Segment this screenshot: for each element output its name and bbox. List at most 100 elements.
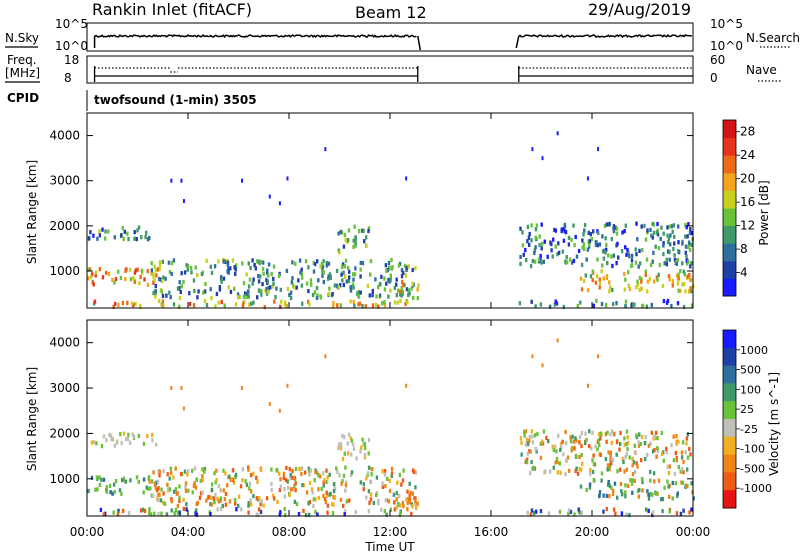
scatter-cell bbox=[605, 274, 609, 279]
y-tick-label: 3000 bbox=[49, 381, 80, 395]
scatter-cell bbox=[403, 263, 407, 268]
scatter-cell bbox=[359, 449, 362, 454]
scatter-cell bbox=[524, 248, 527, 253]
scatter-cell bbox=[242, 294, 246, 299]
scatter-cell bbox=[598, 285, 601, 290]
scatter-cell bbox=[284, 302, 287, 307]
scatter-cell bbox=[237, 503, 240, 508]
x-tick-label: 12:00 bbox=[373, 525, 408, 539]
scatter-cell bbox=[196, 273, 199, 278]
x-tick-label: 00:00 bbox=[676, 525, 711, 539]
scatter-cell bbox=[399, 298, 402, 303]
scatter-cell bbox=[103, 236, 107, 241]
scatter-cell bbox=[603, 223, 607, 229]
scatter-cell bbox=[652, 250, 655, 255]
cpid-program: twofsound (1-min) 3505 bbox=[94, 93, 257, 107]
scatter-cell bbox=[657, 246, 661, 251]
scatter-cell bbox=[395, 277, 398, 282]
scatter-cell bbox=[655, 430, 658, 435]
scatter-cell bbox=[322, 483, 325, 488]
scatter-cell bbox=[615, 261, 618, 266]
scatter-cell bbox=[638, 487, 641, 493]
velocity-colorbar-label: Velocity [m s^-1] bbox=[767, 372, 781, 476]
scatter-cell bbox=[677, 248, 680, 254]
scatter-cell bbox=[641, 248, 644, 253]
scatter-cell bbox=[342, 503, 345, 508]
scatter-cell bbox=[194, 265, 197, 270]
scatter-cell bbox=[247, 294, 250, 299]
scatter-cell bbox=[176, 491, 179, 496]
scatter-cell bbox=[592, 453, 595, 458]
scatter-cell bbox=[321, 267, 324, 272]
scatter-cell bbox=[383, 469, 387, 474]
scatter-cell bbox=[293, 285, 296, 290]
scatter-cell bbox=[534, 245, 537, 250]
scatter-cell bbox=[307, 501, 310, 506]
scatter-cell bbox=[588, 242, 591, 247]
velocity-colorbar-tick-label: -1000 bbox=[740, 482, 772, 495]
scatter-cell bbox=[203, 299, 207, 304]
scatter-cell bbox=[530, 238, 533, 243]
scatter-cell bbox=[345, 279, 348, 284]
scatter-cell bbox=[414, 266, 417, 271]
scatter-cell bbox=[178, 280, 181, 285]
scatter-cell bbox=[274, 295, 277, 300]
scatter-cell bbox=[229, 289, 233, 294]
scatter-cell bbox=[520, 440, 523, 445]
scatter-cell bbox=[416, 287, 419, 292]
scatter-cell bbox=[203, 469, 206, 474]
scatter-cell bbox=[631, 472, 635, 477]
scatter-cell bbox=[237, 494, 241, 499]
scatter-cell bbox=[186, 263, 190, 269]
scatter-cell bbox=[377, 285, 380, 290]
y-tick-label: 2000 bbox=[49, 426, 80, 440]
scatter-cell bbox=[536, 431, 539, 437]
scatter-cell bbox=[565, 260, 569, 265]
scatter-cell bbox=[397, 263, 401, 268]
scatter-cell bbox=[142, 441, 146, 446]
scatter-cell bbox=[608, 494, 611, 499]
scatter-cell bbox=[641, 477, 644, 482]
scatter-cell bbox=[293, 499, 297, 504]
scatter-cell bbox=[677, 439, 680, 444]
scatter-cell bbox=[604, 432, 607, 437]
scatter-cell bbox=[608, 280, 611, 285]
scatter-cell bbox=[548, 304, 552, 309]
scatter-cell bbox=[646, 289, 649, 294]
scatter-cell bbox=[525, 437, 529, 442]
scatter-cell bbox=[169, 295, 172, 300]
scatter-cell bbox=[677, 278, 680, 283]
scatter-cell bbox=[249, 265, 252, 271]
scatter-cell bbox=[561, 439, 564, 444]
scatter-cell bbox=[241, 478, 244, 483]
scatter-cell bbox=[272, 264, 276, 269]
scatter-cell bbox=[374, 302, 378, 307]
scatter-cell bbox=[681, 480, 685, 485]
scatter-cell bbox=[397, 501, 400, 506]
scatter-cell bbox=[405, 287, 409, 292]
scatter-cell bbox=[361, 261, 365, 266]
scatter-cell bbox=[362, 228, 365, 233]
velocity-ylabel: Slant Range [km] bbox=[25, 367, 39, 471]
scatter-cell bbox=[606, 261, 609, 266]
scatter-cell bbox=[223, 303, 226, 308]
scatter-cell bbox=[325, 479, 328, 485]
scatter-cell bbox=[231, 468, 235, 473]
scatter-cell bbox=[407, 264, 410, 269]
scatter-cell bbox=[605, 439, 608, 444]
scatter-cell bbox=[526, 441, 529, 446]
scatter-cell bbox=[608, 289, 611, 294]
scatter-cell bbox=[90, 475, 94, 480]
scatter-cell bbox=[518, 301, 522, 306]
scatter-cell bbox=[230, 476, 233, 482]
scatter-cell bbox=[677, 275, 680, 281]
scatter-cell bbox=[669, 233, 672, 238]
scatter-cell bbox=[180, 471, 183, 476]
scatter-cell bbox=[94, 487, 97, 492]
scatter-cell bbox=[267, 285, 270, 291]
scatter-cell bbox=[387, 499, 391, 504]
scatter-cell bbox=[621, 492, 624, 497]
scatter-cell bbox=[689, 264, 692, 269]
scatter-cell bbox=[348, 498, 351, 503]
scatter-cell bbox=[226, 263, 230, 268]
